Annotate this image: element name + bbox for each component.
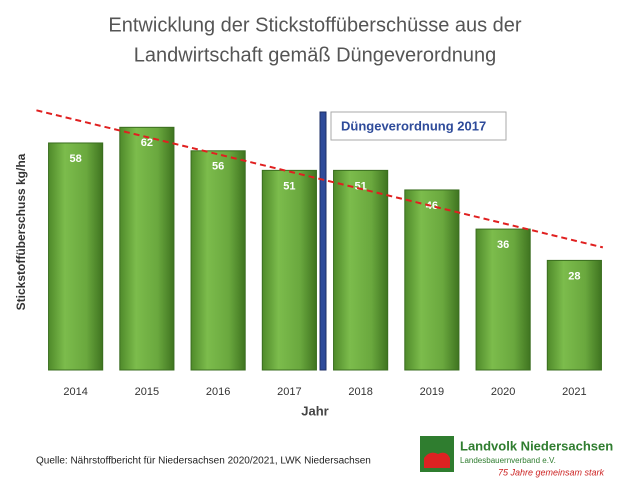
bar bbox=[546, 259, 602, 371]
annotation-box bbox=[330, 111, 507, 141]
data-label: 46 bbox=[426, 200, 438, 212]
bar bbox=[333, 169, 389, 371]
data-label: 28 bbox=[568, 270, 580, 282]
data-label: 62 bbox=[141, 137, 153, 149]
chart-title: Landwirtschaft gemäß Düngeverordnung bbox=[134, 44, 496, 66]
chart-title: Entwicklung der Stickstoffüberschüsse au… bbox=[108, 14, 522, 36]
bar bbox=[48, 142, 104, 371]
data-label: 36 bbox=[497, 239, 509, 251]
bar bbox=[261, 169, 317, 371]
annotation-marker bbox=[319, 111, 327, 371]
bar bbox=[404, 189, 460, 371]
data-label: 51 bbox=[355, 180, 367, 192]
x-tick-label: 2014 bbox=[63, 386, 87, 398]
source: Quelle: Nährstoffbericht für Niedersachs… bbox=[36, 456, 371, 467]
data-label: 56 bbox=[212, 161, 224, 173]
bar bbox=[119, 126, 175, 371]
y-axis-label: Stickstoffüberschuss kg/ha bbox=[14, 153, 28, 310]
data-label: 58 bbox=[70, 153, 82, 165]
x-tick-label: 2019 bbox=[420, 386, 444, 398]
x-tick-label: 2018 bbox=[348, 386, 372, 398]
x-tick-label: 2016 bbox=[206, 386, 230, 398]
annotation-text: Düngeverordnung 2017 bbox=[341, 118, 486, 133]
data-label: 51 bbox=[283, 180, 295, 192]
trend-line bbox=[36, 109, 604, 249]
logo-slogan: 75 Jahre gemeinsam stark bbox=[498, 467, 605, 477]
logo-subtitle: Landesbauernverband e.V. bbox=[460, 456, 556, 465]
x-tick-label: 2015 bbox=[135, 386, 159, 398]
x-tick-label: 2017 bbox=[277, 386, 301, 398]
logo: Landvolk Niedersachsen Landesbauernverba… bbox=[420, 436, 613, 477]
x-tick-label: 2020 bbox=[491, 386, 515, 398]
x-axis-label: Jahr bbox=[301, 403, 328, 418]
logo-name: Landvolk Niedersachsen bbox=[460, 438, 613, 453]
bar bbox=[190, 150, 246, 371]
logo-icon bbox=[424, 452, 450, 468]
x-tick-label: 2021 bbox=[562, 386, 586, 398]
bar bbox=[475, 228, 531, 371]
